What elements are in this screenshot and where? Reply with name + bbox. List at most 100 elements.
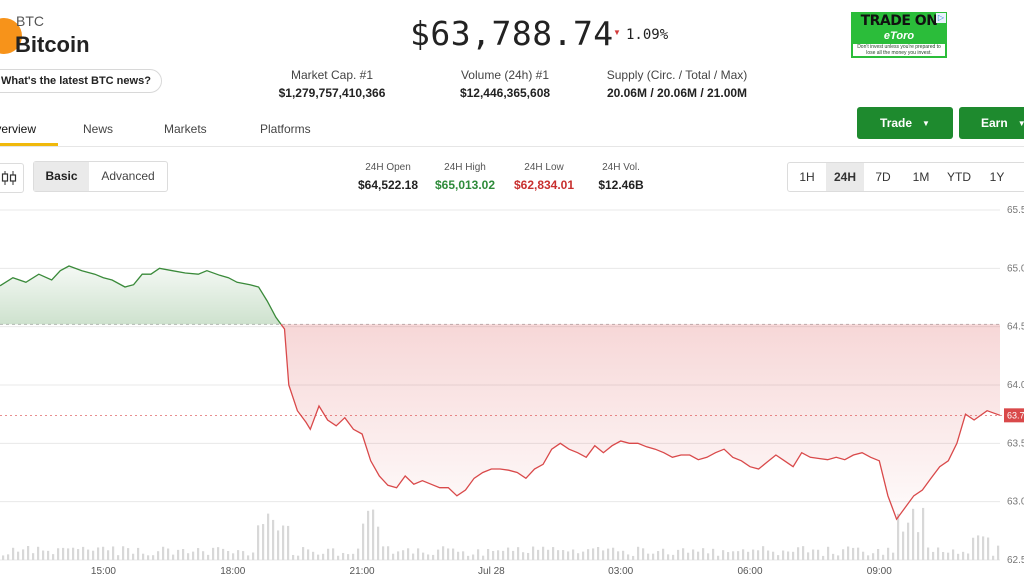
advanced-view-button[interactable]: Advanced xyxy=(101,169,155,183)
view-mode-toggle: Basic Advanced xyxy=(33,161,168,192)
volume-bar xyxy=(117,555,120,560)
volume-bar xyxy=(262,524,265,560)
volume-bar xyxy=(592,548,595,560)
x-tick-label: Jul 28 xyxy=(478,566,505,576)
range-1h-button[interactable]: 1H xyxy=(799,170,815,184)
x-tick-label: 03:00 xyxy=(608,566,633,576)
earn-button[interactable]: Earn ▼ xyxy=(959,107,1024,139)
volume-bar xyxy=(217,547,220,560)
ad-title: TRADE ON xyxy=(860,13,938,29)
range-24h-button[interactable]: 24H xyxy=(826,163,864,191)
volume-bar xyxy=(537,549,540,560)
chevron-down-icon: ▼ xyxy=(1017,118,1024,128)
volume-bar xyxy=(302,547,305,560)
high-value: $65,013.02 xyxy=(434,178,496,192)
price-chart[interactable]: 65.5 65.0 64.5 64.0 63.5 63.0 62.5 15:00 18:00 2… xyxy=(0,196,1024,576)
volume-bar xyxy=(347,554,350,560)
volume-bar xyxy=(357,548,360,560)
volume-bar xyxy=(887,547,890,560)
volume-bar xyxy=(332,548,335,560)
volume-bar xyxy=(822,555,825,560)
volume-bar xyxy=(307,549,310,560)
volume-bar xyxy=(152,555,155,560)
volume-bar xyxy=(742,549,745,560)
volume-bar xyxy=(337,555,340,560)
volume-bar xyxy=(392,553,395,560)
volume-bar xyxy=(317,554,320,560)
volume-bar xyxy=(432,554,435,560)
volume-bar xyxy=(607,548,610,560)
volume-bar xyxy=(847,546,850,560)
tab-overview[interactable]: Overview xyxy=(0,122,37,136)
volume-bar xyxy=(992,555,995,560)
volume-bar xyxy=(972,537,975,560)
x-tick-label: 15:00 xyxy=(91,566,116,576)
volume-bar xyxy=(532,546,535,560)
volume-bar xyxy=(882,554,885,560)
volume-bar xyxy=(237,550,240,560)
adchoices-icon[interactable]: ▷ xyxy=(936,13,946,23)
volume-bar xyxy=(812,549,815,560)
etoro-ad-banner[interactable]: TRADE ON eToro Don't invest unless you'r… xyxy=(851,12,947,58)
volume-label: Volume (24h) #1 xyxy=(460,68,550,82)
volume-bar xyxy=(947,552,950,560)
volume-bar xyxy=(82,546,85,560)
volume-bar xyxy=(102,546,105,560)
volume-bar xyxy=(827,546,830,560)
x-tick-label: 09:00 xyxy=(867,566,892,576)
volume-bar xyxy=(597,547,600,560)
volume-bar xyxy=(967,553,970,560)
volume-bar xyxy=(267,513,270,560)
volume-bar xyxy=(417,548,420,560)
range-ytd-button[interactable]: YTD xyxy=(947,170,971,184)
tab-news[interactable]: News xyxy=(83,122,114,136)
volume-bar xyxy=(797,547,800,560)
volume-bar xyxy=(697,551,700,560)
volume-bar xyxy=(872,553,875,560)
volume-bar xyxy=(282,525,285,560)
volume-bar xyxy=(287,525,290,560)
range-1m-button[interactable]: 1M xyxy=(912,170,930,184)
volume-bar xyxy=(42,550,45,560)
bitcoin-logo-icon xyxy=(0,18,22,54)
tab-platforms[interactable]: Platforms xyxy=(260,122,311,136)
volume-bar xyxy=(192,551,195,560)
volume-bar xyxy=(752,549,755,560)
volume-bar xyxy=(252,552,255,560)
above-open-area xyxy=(0,266,281,325)
latest-news-button[interactable]: What's the latest BTC news? xyxy=(0,69,162,93)
tab-markets[interactable]: Markets xyxy=(164,122,207,136)
volume-bar xyxy=(632,555,635,560)
ad-fineprint: Don't invest unless you're prepared to l… xyxy=(853,44,945,56)
volume-bar xyxy=(97,547,100,560)
volume-bar xyxy=(377,526,380,560)
volume-bar xyxy=(442,546,445,560)
price-line-down xyxy=(280,323,1001,521)
volume-bar xyxy=(37,546,40,560)
candlestick-toggle-button[interactable] xyxy=(0,163,24,193)
basic-view-button[interactable]: Basic xyxy=(34,162,89,191)
range-1y-button[interactable]: 1Y xyxy=(989,170,1005,184)
volume-bar xyxy=(292,554,295,560)
high-label: 24H High xyxy=(444,162,486,173)
volume-bar xyxy=(92,550,95,560)
volume-bar xyxy=(352,553,355,560)
volume-bar xyxy=(677,549,680,560)
volume-bar xyxy=(802,546,805,560)
volume-bar xyxy=(207,554,210,560)
trade-button[interactable]: Trade ▼ xyxy=(857,107,953,139)
volume-bar xyxy=(362,523,365,560)
volume-bar xyxy=(77,549,80,560)
volume-bar xyxy=(962,551,965,560)
range-7d-button[interactable]: 7D xyxy=(875,170,891,184)
volume-bar xyxy=(232,553,235,560)
volume-bar xyxy=(672,554,675,560)
volume-bar xyxy=(487,549,490,560)
volume-bar xyxy=(522,552,525,560)
volume-bar xyxy=(817,549,820,560)
volume-bar xyxy=(997,545,1000,560)
volume-bar xyxy=(512,550,515,560)
volume-bar xyxy=(892,552,895,560)
volume-bar xyxy=(162,546,165,560)
volume-bar xyxy=(32,553,35,560)
